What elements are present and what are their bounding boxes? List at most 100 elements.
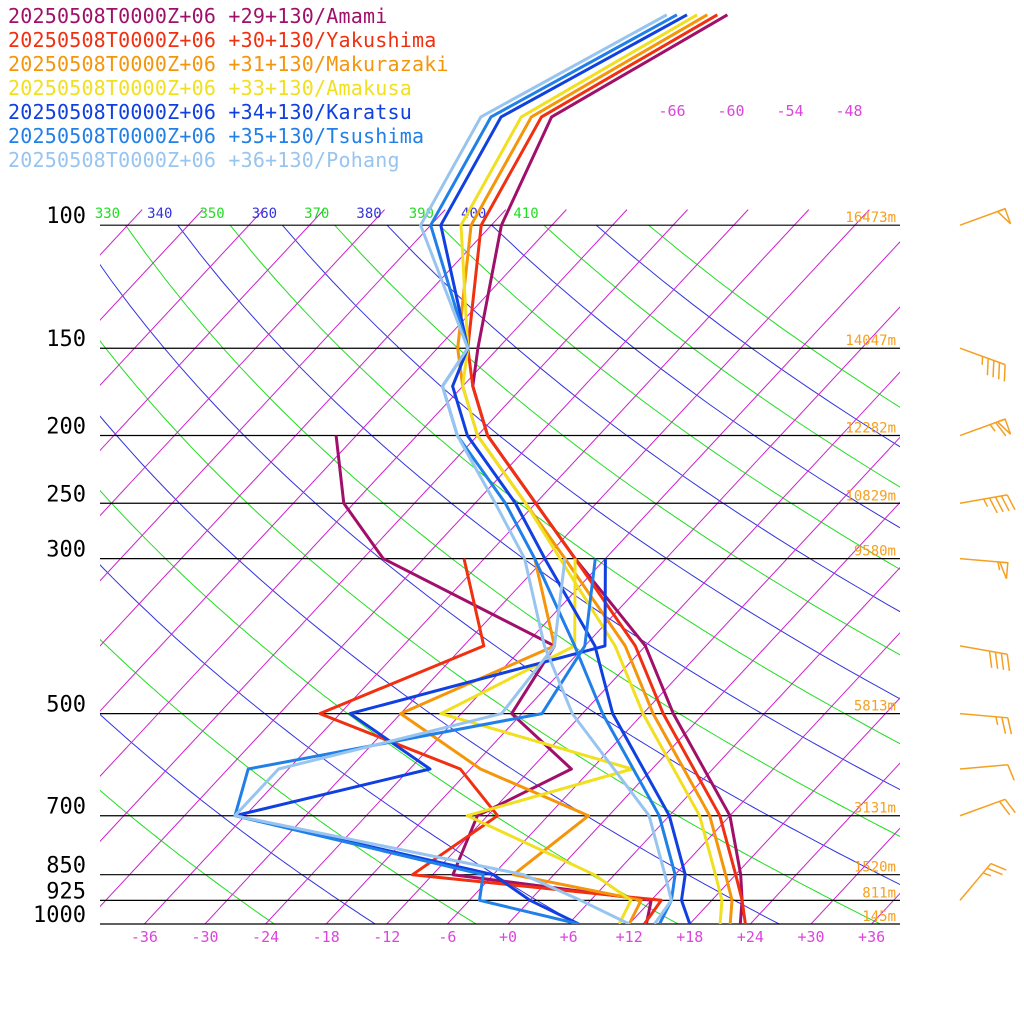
pressure-label: 150 — [46, 327, 86, 352]
pressure-label: 300 — [46, 538, 86, 563]
adiabat-line — [100, 638, 478, 924]
legend-item: 20250508T0000Z+06 +29+130/Amami — [8, 4, 388, 28]
wind-barb — [959, 418, 1012, 437]
height-label: 145m — [862, 909, 896, 925]
dewpoint-line — [439, 558, 634, 924]
isotherm-line — [100, 209, 688, 843]
isotherm-line — [507, 501, 900, 924]
temperature-line — [466, 13, 747, 924]
wind-barb — [959, 764, 1015, 781]
isotherm-label: -60 — [717, 102, 744, 120]
theta-label: 350 — [199, 206, 224, 222]
isotherm-line — [870, 892, 900, 924]
height-label: 16473m — [845, 210, 896, 226]
temperature-line — [429, 13, 678, 924]
x-tick-label: +24 — [737, 928, 764, 946]
isotherm-line — [100, 209, 325, 452]
temperature-line — [439, 13, 692, 924]
dewpoint-line — [233, 558, 597, 924]
pressure-label: 200 — [46, 415, 86, 440]
pressure-label: 925 — [46, 879, 86, 904]
isotherm-line — [567, 566, 900, 924]
isotherm-label: -54 — [776, 102, 803, 120]
isotherm-line — [100, 209, 567, 712]
wind-barb — [959, 557, 1009, 579]
height-label: 14047m — [845, 333, 896, 349]
adiabat-line — [100, 415, 781, 924]
wind-barb — [959, 798, 1016, 817]
height-label: 811m — [862, 885, 896, 901]
adiabat-line — [100, 713, 377, 924]
x-tick-label: +0 — [499, 928, 517, 946]
x-tick-label: -12 — [373, 928, 400, 946]
legend-item: 20250508T0000Z+06 +35+130/Tsushima — [8, 124, 425, 148]
theta-label: 380 — [356, 206, 381, 222]
isotherm-line — [0, 210, 82, 939]
isotherm-line — [810, 827, 900, 924]
wind-barb — [959, 862, 1007, 901]
temperature-line — [419, 13, 673, 924]
adiabat-line — [229, 224, 900, 745]
isotherm-line — [325, 306, 900, 924]
wind-barb — [959, 712, 1013, 735]
wind-barb — [959, 347, 1006, 382]
theta-label: 360 — [252, 206, 277, 222]
legend-item: 20250508T0000Z+06 +31+130/Makurazaki — [8, 52, 449, 76]
wind-barb — [959, 494, 1016, 514]
x-tick-label: +12 — [616, 928, 643, 946]
adiabat-line — [282, 224, 900, 700]
x-tick-label: -24 — [252, 928, 279, 946]
pressure-label: 500 — [46, 693, 86, 718]
isotherm-line — [100, 209, 385, 517]
adiabat-line — [386, 224, 900, 613]
height-label: 10829m — [845, 488, 896, 504]
dewpoint-line — [233, 558, 630, 924]
dewpoint-line — [399, 558, 643, 924]
dewpoint-line — [233, 558, 607, 924]
isotherm-line — [386, 371, 900, 924]
height-label: 5813m — [854, 699, 896, 715]
isotherm-line — [100, 209, 507, 647]
isotherm-label: -48 — [835, 102, 862, 120]
isotherm-line — [446, 436, 900, 924]
adiabat-line — [543, 224, 900, 488]
isotherm-line — [0, 210, 21, 939]
x-tick-label: +18 — [676, 928, 703, 946]
x-tick-label: +30 — [797, 928, 824, 946]
adiabat-line — [334, 224, 900, 656]
legend: 20250508T0000Z+06 +29+130/Amami 20250508T… — [8, 4, 449, 172]
isotherm-line — [689, 697, 900, 924]
temperature-line — [456, 13, 734, 924]
wind-barb — [959, 645, 1011, 671]
x-tick-label: -36 — [131, 928, 158, 946]
adiabat-line — [177, 224, 900, 791]
x-tick-label: -6 — [438, 928, 456, 946]
height-label: 9580m — [854, 544, 896, 560]
legend-item: 20250508T0000Z+06 +33+130/Amakusa — [8, 76, 412, 100]
isotherm-line — [100, 209, 264, 387]
pressure-label: 250 — [46, 482, 86, 507]
isotherm-line — [204, 209, 870, 924]
adiabat-line — [439, 224, 900, 570]
theta-label: 370 — [304, 206, 329, 222]
height-label: 3131m — [854, 801, 896, 817]
isotherm-line — [100, 209, 628, 777]
theta-label: 340 — [147, 206, 172, 222]
legend-item: 20250508T0000Z+06 +36+130/Pohang — [8, 148, 400, 172]
pressure-label: 700 — [46, 795, 86, 820]
pressure-label: 850 — [46, 854, 86, 879]
pressure-label: 100 — [46, 204, 86, 229]
isotherm-line — [264, 241, 900, 924]
adiabat-line — [595, 224, 900, 448]
wind-barb — [959, 207, 1012, 226]
isotherm-line — [628, 632, 900, 924]
adiabat-line — [100, 489, 680, 924]
isotherm-line — [100, 209, 143, 256]
height-label: 1520m — [854, 860, 896, 876]
isotherm-line — [100, 209, 749, 908]
x-tick-label: -18 — [313, 928, 340, 946]
adiabat-line — [491, 224, 900, 529]
height-label: 12282m — [845, 421, 896, 437]
